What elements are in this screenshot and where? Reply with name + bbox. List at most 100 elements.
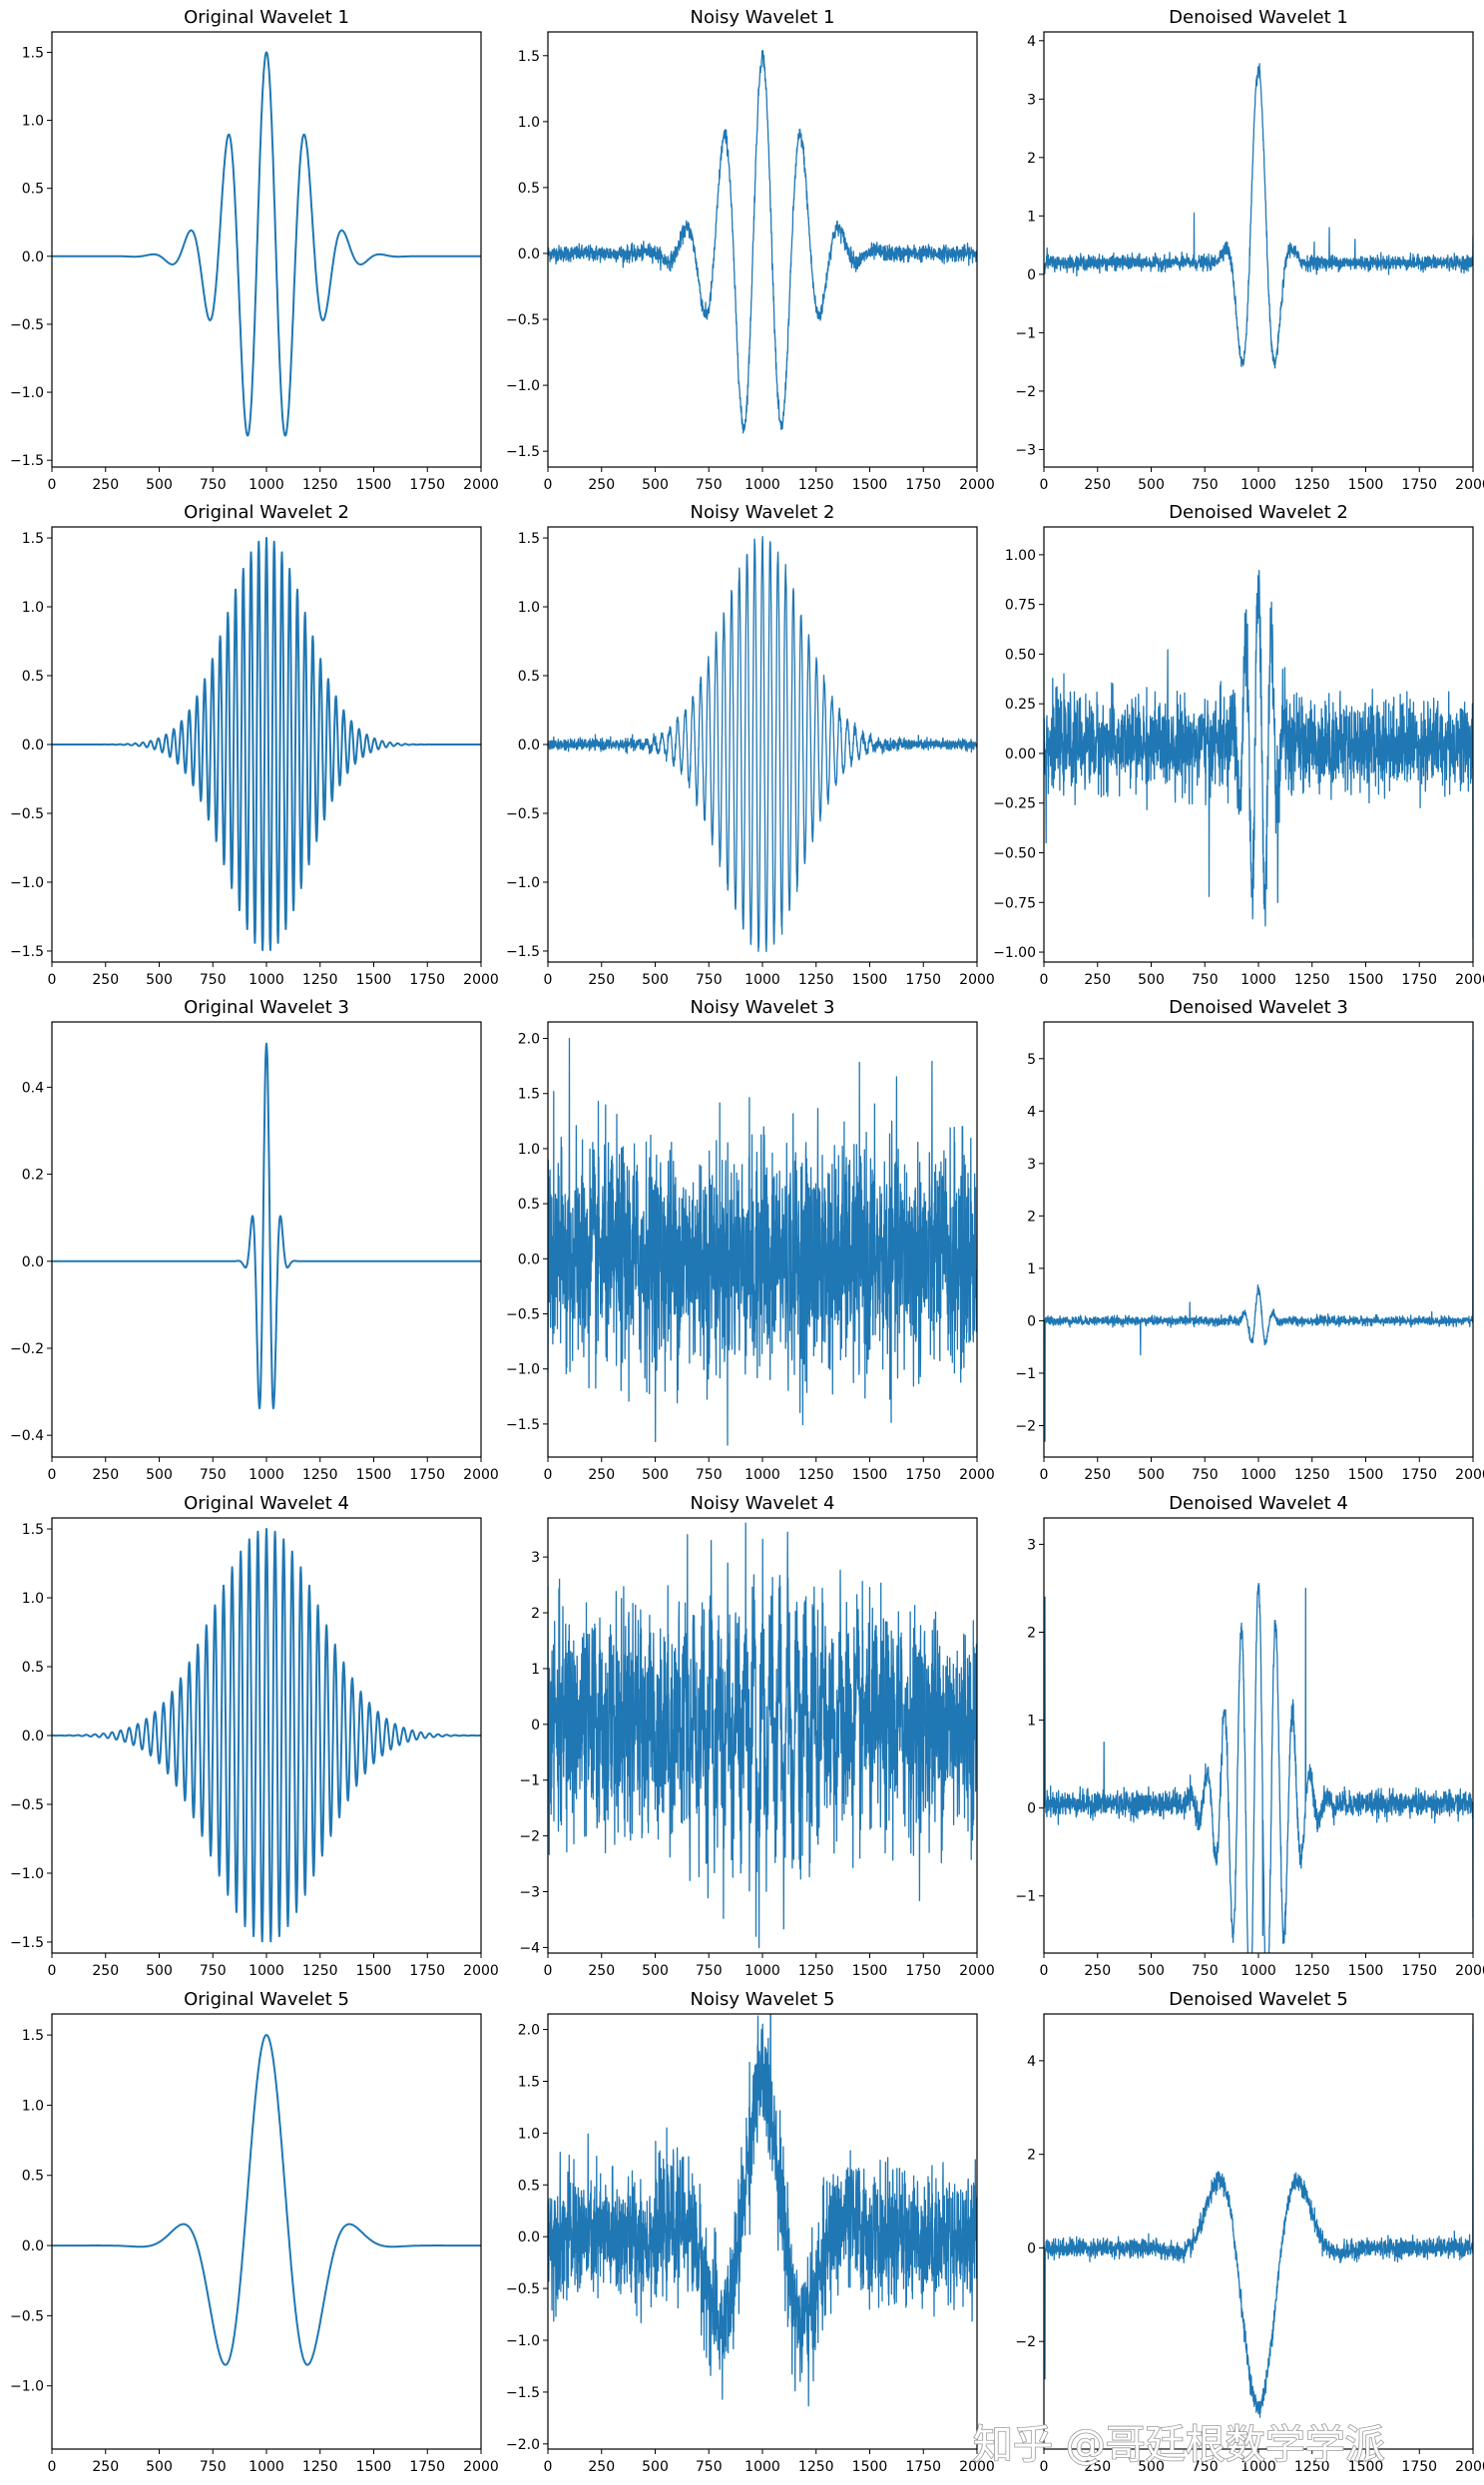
y-tick-label: −0.4 — [10, 1428, 44, 1444]
y-tick-label: −0.5 — [10, 1797, 44, 1813]
watermark-text: 知乎 @哥廷根数学学派 — [973, 2422, 1385, 2468]
y-tick-label: 0.0 — [518, 1251, 540, 1267]
y-tick-label: 0 — [1027, 2240, 1036, 2256]
y-tick-label: 0.5 — [22, 1660, 44, 1676]
x-tick-label: 1500 — [852, 2459, 888, 2475]
x-tick-label: 1250 — [798, 477, 834, 493]
x-tick-label: 500 — [1138, 477, 1165, 493]
y-tick-label: 1.5 — [518, 1087, 540, 1103]
y-tick-label: 0.0 — [22, 1729, 44, 1744]
y-tick-label: 0.5 — [518, 2178, 540, 2194]
x-tick-label: 1750 — [905, 972, 941, 988]
x-tick-label: 1500 — [1348, 1963, 1384, 1979]
x-tick-label: 1250 — [302, 1467, 338, 1483]
y-tick-label: 0.2 — [22, 1168, 44, 1184]
x-tick-label: 0 — [544, 2459, 553, 2475]
y-tick-label: 1.0 — [518, 600, 540, 616]
y-tick-label: −1.5 — [10, 944, 44, 960]
y-tick-label: 1.0 — [22, 600, 44, 616]
y-tick-label: 1.5 — [22, 2028, 44, 2044]
x-tick-label: 500 — [146, 2459, 173, 2475]
x-tick-label: 1750 — [409, 1467, 445, 1483]
y-tick-label: 4 — [1027, 1104, 1036, 1120]
subplot-title: Noisy Wavelet 3 — [691, 997, 835, 1018]
y-tick-label: 1.0 — [518, 2126, 540, 2142]
x-tick-label: 750 — [1192, 477, 1219, 493]
y-tick-label: 3 — [531, 1550, 540, 1566]
x-tick-label: 0 — [48, 477, 57, 493]
y-tick-label: −1.0 — [10, 1866, 44, 1882]
x-tick-label: 1250 — [302, 2459, 338, 2475]
y-tick-label: 0.5 — [22, 669, 44, 685]
x-tick-label: 2000 — [1455, 1963, 1484, 1979]
x-tick-label: 0 — [1040, 2459, 1049, 2475]
y-tick-label: 0 — [531, 1718, 540, 1734]
x-tick-label: 1250 — [798, 2459, 834, 2475]
x-tick-label: 0 — [48, 2459, 57, 2475]
y-tick-label: −0.5 — [10, 806, 44, 822]
y-tick-label: 4 — [1027, 2054, 1036, 2070]
y-tick-label: −0.5 — [10, 2308, 44, 2324]
x-tick-label: 750 — [696, 2459, 723, 2475]
y-tick-label: 2.0 — [518, 1032, 540, 1048]
y-tick-label: 0.4 — [22, 1080, 44, 1096]
y-tick-label: 1.0 — [22, 114, 44, 130]
x-tick-label: 500 — [642, 2459, 669, 2475]
x-tick-label: 250 — [588, 1467, 615, 1483]
series-line-6 — [1044, 569, 1473, 939]
subplot-4: Original Wavelet 2 0 250 500 750 1000 1250 1500… — [10, 502, 499, 988]
series-line-10 — [52, 1528, 481, 1943]
subplot-title: Denoised Wavelet 4 — [1169, 1493, 1348, 1514]
x-tick-label: 1000 — [248, 972, 284, 988]
x-tick-label: 2000 — [1455, 1467, 1484, 1483]
x-tick-label: 1250 — [798, 972, 834, 988]
x-tick-label: 0 — [1040, 972, 1049, 988]
subplot-8: Noisy Wavelet 3 0 250 500 750 1000 1250 1500 175… — [506, 997, 995, 1483]
x-tick-label: 750 — [200, 477, 227, 493]
x-tick-label: 2000 — [959, 1963, 995, 1979]
x-tick-label: 1000 — [744, 1467, 780, 1483]
y-tick-label: −2 — [1015, 1418, 1036, 1434]
series-line-14 — [548, 2014, 977, 2407]
y-tick-label: 1.5 — [22, 531, 44, 547]
x-tick-label: 500 — [1138, 972, 1165, 988]
x-tick-label: 500 — [146, 477, 173, 493]
x-tick-label: 1500 — [1348, 477, 1384, 493]
x-tick-label: 250 — [588, 1963, 615, 1979]
x-tick-label: 1750 — [1401, 1963, 1437, 1979]
y-tick-label: 0.25 — [1005, 697, 1036, 713]
y-tick-label: −0.5 — [506, 1307, 540, 1323]
x-tick-label: 250 — [1084, 972, 1111, 988]
x-tick-label: 1750 — [1401, 2459, 1437, 2475]
y-tick-label: −1 — [1015, 325, 1036, 341]
x-tick-label: 1250 — [302, 1963, 338, 1979]
x-tick-label: 250 — [588, 2459, 615, 2475]
y-tick-label: 0.0 — [22, 249, 44, 265]
y-tick-label: 1 — [531, 1662, 540, 1678]
x-tick-label: 2000 — [1455, 972, 1484, 988]
x-tick-label: 1500 — [852, 477, 888, 493]
x-tick-label: 2000 — [463, 1467, 499, 1483]
x-tick-label: 2000 — [1455, 477, 1484, 493]
subplot-title: Original Wavelet 1 — [184, 7, 349, 28]
subplot-2: Noisy Wavelet 1 0 250 500 750 1000 1250 1500 175… — [506, 7, 995, 493]
y-tick-label: 1.5 — [518, 2074, 540, 2090]
subplot-grid: Original Wavelet 10 250 500 750 1000 1250 1500… — [10, 7, 1484, 2475]
series-line-12 — [1044, 1583, 1473, 1953]
x-tick-label: 250 — [588, 972, 615, 988]
x-tick-label: 0 — [48, 1467, 57, 1483]
y-tick-label: −1 — [1015, 1366, 1036, 1382]
y-tick-label: −0.2 — [10, 1341, 44, 1357]
y-tick-label: 4 — [1027, 34, 1036, 50]
subplot-13: Original Wavelet 5 0 250 500 750 1000 1250 1500… — [10, 1989, 499, 2475]
subplot-7: Original Wavelet 3 0 250 500 750 1000 1250 1500… — [10, 997, 499, 1483]
x-tick-label: 0 — [544, 477, 553, 493]
subplot-14: Noisy Wavelet 5 0 250 500 750 1000 1250 1500 175… — [506, 1989, 995, 2475]
x-tick-label: 1000 — [744, 1963, 780, 1979]
subplot-title: Noisy Wavelet 1 — [691, 7, 835, 28]
y-tick-label: 1 — [1027, 1714, 1036, 1730]
y-tick-label: 1.5 — [518, 49, 540, 65]
y-tick-label: −3 — [1015, 442, 1036, 458]
x-tick-label: 1750 — [1401, 477, 1437, 493]
y-tick-label: 2 — [531, 1606, 540, 1622]
